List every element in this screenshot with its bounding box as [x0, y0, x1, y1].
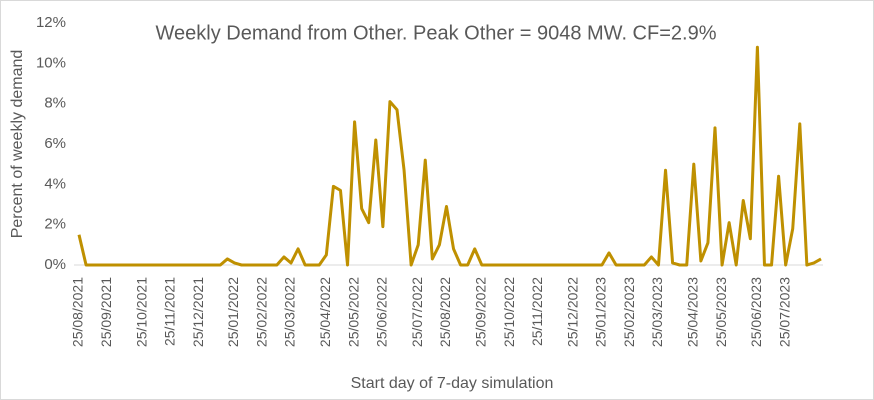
x-tick-label: 25/03/2023	[649, 277, 665, 347]
x-tick-label: 25/09/2021	[98, 277, 114, 347]
x-tick-label: 25/11/2022	[529, 277, 545, 346]
y-tick-label: 12%	[36, 14, 66, 31]
x-axis-title: Start day of 7-day simulation	[351, 375, 554, 392]
y-tick-label: 2%	[44, 216, 66, 233]
x-tick-label: 25/02/2023	[621, 277, 637, 347]
x-tick-label: 25/05/2022	[345, 277, 361, 347]
x-tick-label: 25/09/2022	[473, 277, 489, 347]
y-tick-label: 8%	[44, 95, 66, 112]
x-tick-label: 25/02/2022	[253, 277, 269, 347]
x-tick-label: 25/08/2022	[437, 277, 453, 347]
x-tick-label: 25/10/2021	[133, 277, 149, 347]
x-tick-label: 25/12/2021	[190, 277, 206, 347]
x-tick-label: 25/08/2021	[70, 277, 86, 347]
y-tick-label: 10%	[36, 54, 66, 71]
x-tick-label: 25/10/2022	[501, 277, 517, 347]
y-axis-title: Percent of weekly demand	[9, 50, 26, 239]
x-tick-label: 25/06/2023	[748, 277, 764, 347]
x-tick-label: 25/01/2023	[593, 277, 609, 347]
x-tick-label: 25/03/2022	[282, 277, 298, 347]
x-tick-label: 25/07/2022	[409, 277, 425, 347]
chart-title: Weekly Demand from Other. Peak Other = 9…	[156, 22, 717, 44]
x-tick-label: 25/11/2021	[162, 277, 178, 346]
x-tick-label: 25/06/2022	[374, 277, 390, 347]
x-tick-label: 25/04/2022	[317, 277, 333, 347]
y-tick-label: 6%	[44, 135, 66, 152]
x-tick-label: 25/01/2022	[225, 277, 241, 347]
x-tick-label: 25/05/2023	[713, 277, 729, 347]
x-tick-label: 25/07/2023	[776, 277, 792, 347]
data-line	[77, 45, 822, 267]
y-tick-label: 0%	[44, 256, 66, 273]
x-tick-label: 25/12/2022	[564, 277, 580, 347]
y-tick-label: 4%	[44, 175, 66, 192]
x-tick-label: 25/04/2023	[685, 277, 701, 347]
